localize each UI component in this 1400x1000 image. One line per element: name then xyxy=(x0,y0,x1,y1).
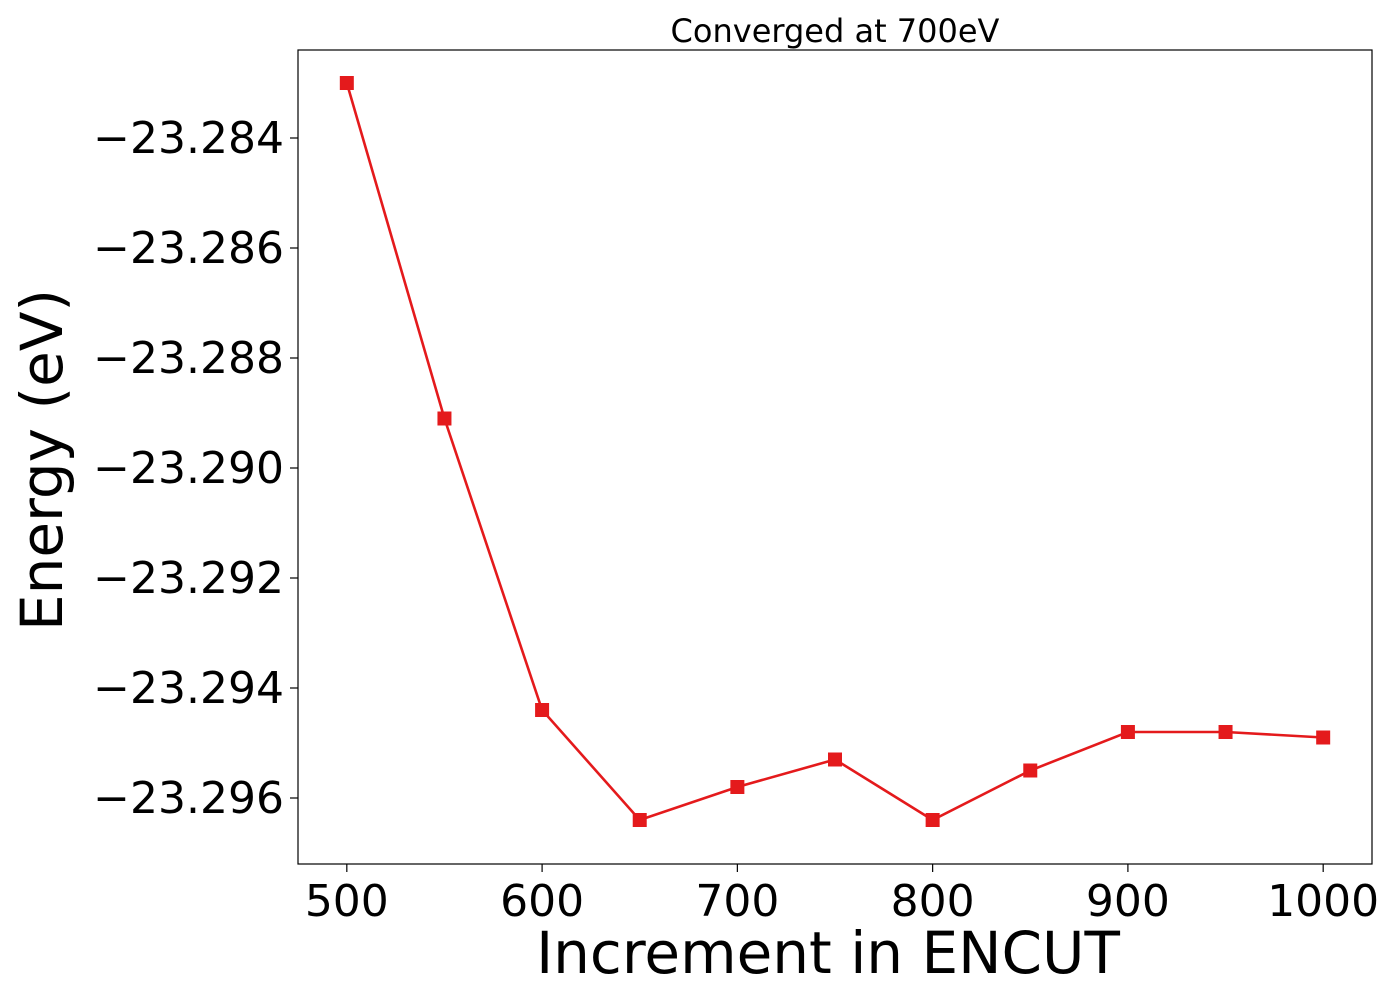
y-tick-label: −23.286 xyxy=(93,223,284,274)
data-point xyxy=(535,703,550,717)
data-point xyxy=(339,76,354,90)
x-tick-label: 500 xyxy=(305,876,389,927)
x-tick-label: 600 xyxy=(500,876,584,927)
x-tick-label: 1000 xyxy=(1267,876,1379,927)
y-tick-label: −23.292 xyxy=(93,553,284,604)
data-point xyxy=(632,813,647,827)
data-point xyxy=(1120,725,1135,739)
data-point xyxy=(730,780,745,794)
y-tick-label: −23.294 xyxy=(93,663,284,714)
y-tick-label: −23.290 xyxy=(93,443,284,494)
y-tick-label: −23.288 xyxy=(93,333,284,384)
data-point xyxy=(437,411,452,426)
x-axis-ticks: 500 600 700 800 900 1000 xyxy=(305,864,1379,927)
data-point xyxy=(1316,730,1331,745)
series-line xyxy=(345,82,1324,822)
x-tick-label: 700 xyxy=(695,876,779,927)
series-markers xyxy=(339,76,1331,827)
y-tick-label: −23.296 xyxy=(93,773,284,824)
y-axis-title: Energy (eV) xyxy=(8,289,76,631)
plot-frame xyxy=(297,49,1373,865)
data-point xyxy=(1023,763,1038,778)
x-axis-title: Increment in ENCUT xyxy=(536,919,1120,987)
y-axis-ticks: −23.284 −23.286 −23.288 −23.290 −23.292 −23.2… xyxy=(93,113,298,824)
data-point xyxy=(828,752,842,767)
data-point xyxy=(925,813,940,827)
chart-title: Converged at 700eV xyxy=(671,12,1000,50)
x-tick-label: 900 xyxy=(1086,876,1170,927)
data-point xyxy=(1218,725,1233,739)
y-tick-label: −23.284 xyxy=(93,113,284,164)
x-tick-label: 800 xyxy=(891,876,975,927)
